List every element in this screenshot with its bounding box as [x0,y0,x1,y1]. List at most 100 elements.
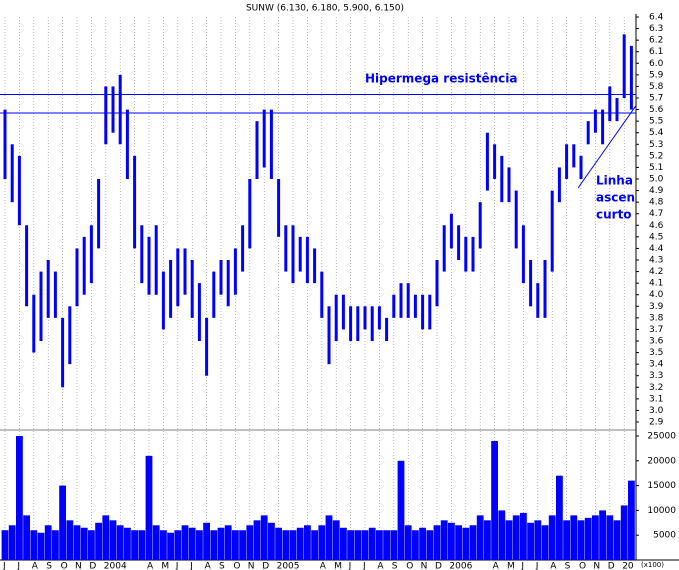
y-tick-label: 3.3 [649,371,663,381]
x-tick-label: M [507,562,515,570]
volume-bar [37,532,45,560]
volume-bar [397,460,405,560]
volume-bar [80,527,88,560]
x-tick-label: M [161,562,169,570]
volume-bar [8,525,16,560]
volume-bar [196,530,203,560]
y-tick-label: 3.7 [649,325,663,335]
volume-bar [73,525,81,560]
y-tick-label: 5.3 [649,140,663,150]
y-tick-label: 10000 [647,506,676,516]
volume-bar [188,527,196,560]
volume-bar [210,530,218,560]
y-tick-label: 4.3 [649,256,663,266]
y-tick-label: 5000 [653,531,676,541]
y-tick-label: 6.4 [649,13,664,23]
x-tick-label: S [46,562,52,570]
volume-bar [174,530,182,560]
x-tick-label: S [219,562,225,570]
y-tick-label: 5.8 [649,82,664,92]
y-tick-label: 3.4 [649,360,664,370]
y-tick-label: 6.0 [649,59,664,69]
y-tick-label: 4.5 [649,232,663,242]
volume-bar [30,530,38,560]
y-tick-label: 3.0 [649,406,664,416]
y-tick-label: 3.8 [649,313,664,323]
volume-bar [440,520,448,560]
x-tick-label: A [377,562,384,570]
volume-bar [260,515,268,560]
y-tick-label: 5.7 [649,94,663,104]
volume-bar [354,530,362,560]
x-tick-label: N [248,562,255,570]
x-tick-label: A [205,562,212,570]
volume-bar [340,527,347,560]
volume-bar [628,480,635,560]
volume-bar [462,527,470,560]
volume-bar [131,530,138,560]
volume-bar [404,525,412,560]
volume-bar [476,515,484,560]
volume-bar [224,525,232,560]
volume-bar [203,522,210,560]
volume-bar [232,530,239,560]
volume-bar [289,530,297,560]
annotation: Hipermega resistência [365,72,518,86]
y-tick-label: 4.7 [649,209,663,219]
x-tick-label: N [421,562,428,570]
volume-bar [527,522,534,560]
x-tick-label: S [565,562,571,570]
x-tick-label: A [320,562,327,570]
volume-bar [181,525,189,560]
x-tick-label: J [348,562,352,570]
y-tick-label: 6.2 [649,36,663,46]
volume-bar [620,505,628,560]
volume-bar [584,517,592,560]
x-tick-label: A [550,562,557,570]
annotation: Linha c [596,174,644,188]
y-tick-label: 5.5 [649,117,663,127]
volume-bar [109,520,117,560]
volume-bar [102,515,110,560]
volume-unit: (x100) [641,561,664,569]
volume-bar [160,530,167,560]
y-tick-label: 5.1 [649,163,663,173]
volume-bar [484,520,491,560]
volume-bar [592,515,599,560]
volume-bar [52,530,59,560]
volume-bar [390,530,398,560]
volume-bar [332,520,340,560]
volume-bar [282,530,290,560]
x-tick-label: J [520,562,524,570]
volume-bar [152,525,160,560]
y-tick-label: 3.6 [649,337,664,347]
volume-bar [520,512,527,560]
volume-bar [95,522,102,560]
volume-bar [613,520,621,560]
x-tick-label: J [362,562,366,570]
volume-bar [124,527,131,560]
y-tick-label: 2.9 [649,418,664,428]
x-tick-label: O [406,562,413,570]
y-tick-label: 4.8 [649,198,664,208]
y-tick-label: 3.2 [649,383,663,393]
volume-bar [311,530,318,560]
volume-bar [275,527,282,560]
volume-bar [246,525,254,560]
y-tick-label: 20000 [647,456,676,466]
volume-bar [138,530,146,560]
volume-bar [239,530,246,560]
volume-bar [426,530,434,560]
x-tick-label: A [493,562,500,570]
y-tick-label: 4.4 [649,244,664,254]
volume-bar [534,520,542,560]
x-tick-label: N [593,562,600,570]
y-tick-label: 15000 [647,481,676,491]
y-tick-label: 6.3 [649,24,663,34]
volume-bar [469,525,477,560]
volume-bar [145,455,153,560]
x-tick-label: J [535,562,539,570]
volume-bar [498,510,506,560]
